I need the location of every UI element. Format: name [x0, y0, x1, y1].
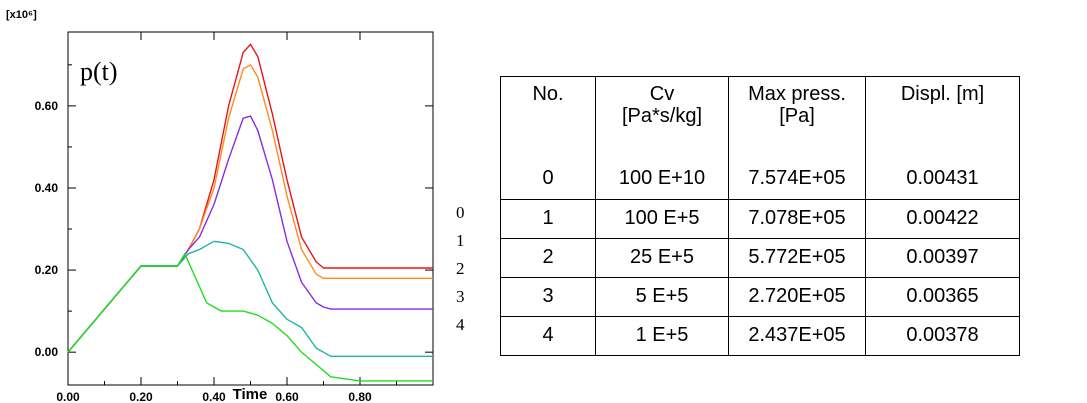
series-line-0 [67, 43, 433, 353]
series-labels: 0 1 2 3 4 [456, 203, 465, 334]
x-tick-label: 0.00 [56, 390, 80, 403]
cell-no: 3 [500, 277, 596, 316]
cell-max-press: 5.772E+05 [728, 238, 866, 277]
x-axis-label: Time [233, 386, 268, 403]
cell-cv: 100 E+10 [595, 158, 729, 199]
table-row: 0 100 E+10 7.574E+05 0.00431 [500, 158, 1020, 199]
cell-displ: 0.00422 [865, 199, 1020, 238]
cell-displ: 0.00378 [865, 316, 1020, 356]
header-no: No. [500, 76, 596, 159]
header-max-press: Max press. [Pa] [728, 76, 866, 159]
x-tick-label: 0.20 [129, 390, 153, 403]
series-line-2 [67, 115, 433, 353]
series-layer [67, 43, 433, 382]
plot-frame [67, 31, 434, 386]
header-max-press-label: Max press. [748, 83, 846, 105]
cell-displ: 0.00365 [865, 277, 1020, 316]
cell-cv: 100 E+5 [595, 199, 729, 238]
series-label-4: 4 [456, 315, 465, 334]
cell-max-press: 2.437E+05 [728, 316, 866, 356]
pressure-chart: [x10⁶] 0.00 0.20 0.40 0.60 0.800.000.200.400… [6, 9, 465, 403]
table-row: 3 5 E+5 2.720E+05 0.00365 [500, 277, 1020, 316]
plot-annotation: p(t) [80, 57, 118, 86]
series-line-4 [67, 252, 433, 382]
series-label-1: 1 [456, 231, 465, 250]
cell-displ: 0.00397 [865, 238, 1020, 277]
cell-no: 4 [500, 316, 596, 356]
header-cv-label: Cv [649, 83, 675, 105]
x-tick-label: 0.40 [202, 390, 226, 403]
cell-max-press: 7.078E+05 [728, 199, 866, 238]
series-line-3 [67, 240, 433, 357]
x-tick-label: 0.60 [275, 390, 299, 403]
cell-displ: 0.00431 [865, 158, 1020, 199]
cell-cv: 1 E+5 [595, 316, 729, 356]
table-header-row: No. Cv [Pa*s/kg] Max press. [Pa] Displ. [m… [500, 76, 1020, 159]
axis-ticks: 0.00 0.20 0.40 0.60 0.80 0.00 0.20 0.40 0.60 [35, 32, 433, 403]
cell-cv: 25 E+5 [595, 238, 729, 277]
results-table-wrapper: No. Cv [Pa*s/kg] Max press. [Pa] Displ. [m… [500, 76, 1020, 356]
cell-no: 1 [500, 199, 596, 238]
header-no-label: No. [532, 83, 564, 105]
y-tick-label: 0.20 [35, 263, 59, 277]
y-tick-label: 0.60 [35, 99, 59, 113]
header-displ: Displ. [m] [865, 76, 1020, 159]
header-max-press-unit: [Pa] [779, 105, 815, 127]
header-displ-label: Displ. [m] [900, 83, 985, 105]
series-label-0: 0 [456, 203, 465, 222]
series-label-3: 3 [456, 287, 465, 306]
cell-cv: 5 E+5 [595, 277, 729, 316]
table-row: 1 100 E+5 7.078E+05 0.00422 [500, 199, 1020, 238]
x-tick-label: 0.80 [348, 390, 372, 403]
y-tick-label: 0.40 [35, 181, 59, 195]
cell-no: 0 [500, 158, 596, 199]
header-cv-unit: [Pa*s/kg] [621, 105, 703, 127]
cell-max-press: 2.720E+05 [728, 277, 866, 316]
results-table: No. Cv [Pa*s/kg] Max press. [Pa] Displ. [m… [500, 76, 1020, 356]
table-row: 2 25 E+5 5.772E+05 0.00397 [500, 238, 1020, 277]
y-tick-label: 0.00 [35, 345, 59, 359]
y-scale-label: [x10⁶] [6, 9, 37, 21]
cell-max-press: 7.574E+05 [728, 158, 866, 199]
table-row: 4 1 E+5 2.437E+05 0.00378 [500, 316, 1020, 356]
cell-no: 2 [500, 238, 596, 277]
series-label-2: 2 [456, 259, 465, 278]
header-cv: Cv [Pa*s/kg] [595, 76, 729, 159]
